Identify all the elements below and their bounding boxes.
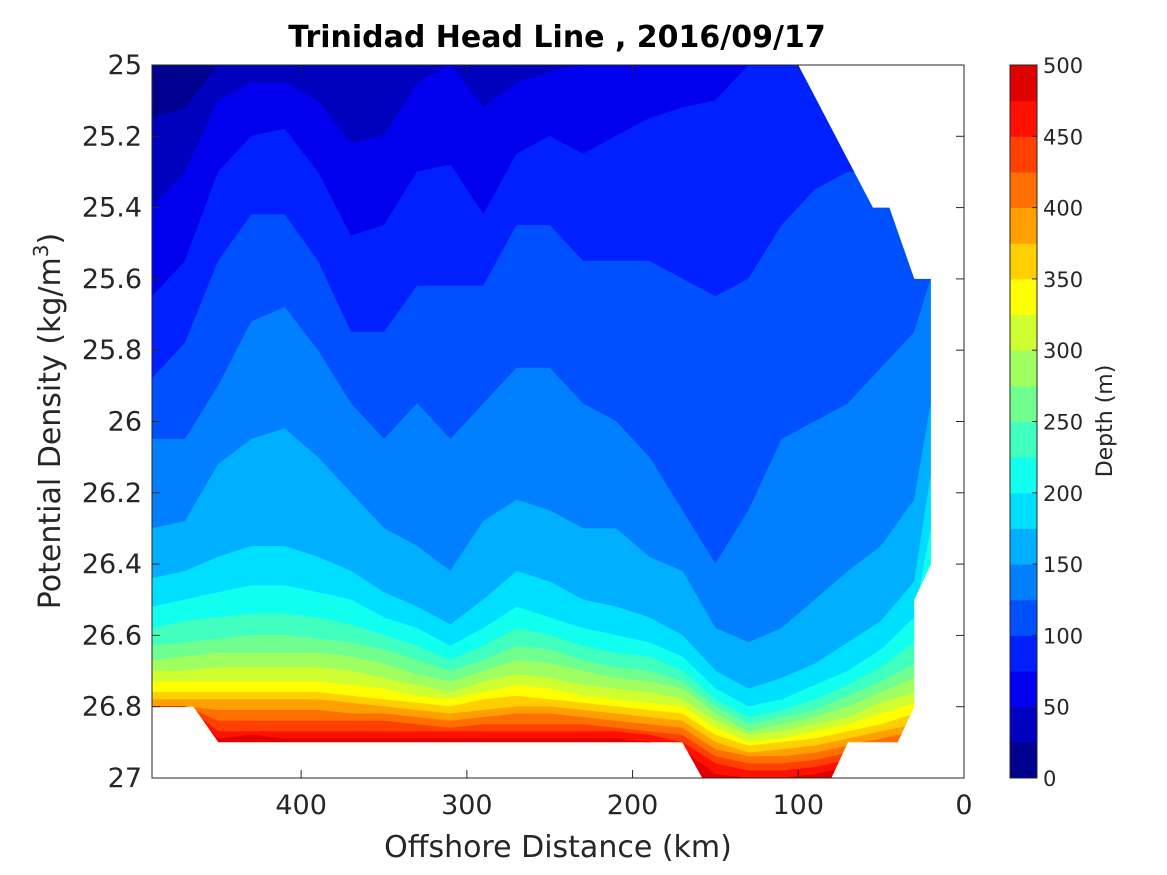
colorbar-swatch xyxy=(1010,457,1037,494)
y-tick-label: 25.2 xyxy=(82,121,142,152)
colorbar-swatch xyxy=(1010,136,1037,173)
x-tick-label: 0 xyxy=(955,790,972,821)
y-axis-label-close: ) xyxy=(33,233,68,245)
colorbar-tick-label: 100 xyxy=(1043,624,1083,648)
y-axis-label-main: Potential Density (kg/m xyxy=(33,257,68,609)
colorbar-tick-label: 200 xyxy=(1043,482,1083,506)
chart-title: Trinidad Head Line , 2016/09/17 xyxy=(288,20,825,55)
y-tick-label: 26.8 xyxy=(82,692,142,723)
y-tick-label: 25.4 xyxy=(82,193,142,224)
x-axis-label: Offshore Distance (km) xyxy=(384,830,732,865)
colorbar-label: Depth (m) xyxy=(1093,365,1118,478)
colorbar-swatch xyxy=(1010,278,1037,316)
colorbar-swatch xyxy=(1010,421,1037,458)
colorbar-tick-label: 450 xyxy=(1043,125,1083,149)
x-tick-label: 400 xyxy=(275,790,327,821)
y-axis-label: Potential Density (kg/m3) xyxy=(29,233,68,609)
colorbar-swatch xyxy=(1010,528,1037,565)
y-tick-label: 26.2 xyxy=(82,478,142,509)
colorbar-tick-label: 50 xyxy=(1043,696,1070,720)
contour-bands xyxy=(152,65,931,778)
colorbar-tick-label: 250 xyxy=(1043,411,1083,435)
colorbar-swatch xyxy=(1010,599,1037,636)
colorbar-swatch xyxy=(1010,207,1037,244)
colorbar-tick-label: 350 xyxy=(1043,268,1083,292)
y-tick-label: 26.6 xyxy=(82,620,142,651)
colorbar-swatch xyxy=(1010,100,1037,137)
colorbar-tick-label: 0 xyxy=(1043,767,1056,791)
y-tick-label: 26 xyxy=(108,407,142,438)
x-tick-label: 200 xyxy=(607,790,659,821)
y-tick-label: 27 xyxy=(108,763,142,794)
colorbar-swatch xyxy=(1010,350,1037,387)
x-tick-label: 300 xyxy=(441,790,493,821)
colorbar-swatch xyxy=(1010,671,1037,708)
y-tick-label: 25.6 xyxy=(82,264,142,295)
colorbar-ticks: 0 50 100 150 200 250 300 350 400 450 500 xyxy=(1032,54,1083,791)
colorbar-swatch xyxy=(1010,385,1037,422)
colorbar-tick-label: 500 xyxy=(1043,54,1083,78)
colorbar-swatch xyxy=(1010,314,1037,351)
y-tick-label: 25 xyxy=(108,50,142,81)
colorbar-tick-label: 300 xyxy=(1043,339,1083,363)
y-axis-label-superscript: 3 xyxy=(29,244,53,257)
colorbar-tick-label: 150 xyxy=(1043,553,1083,577)
colorbar-swatch xyxy=(1010,171,1037,209)
y-tick-label: 26.4 xyxy=(82,549,142,580)
colorbar-swatch xyxy=(1010,243,1037,280)
colorbar-swatch xyxy=(1010,65,1037,102)
colorbar-swatch xyxy=(1010,742,1037,779)
y-axis: 25 25.2 25.4 25.6 25.8 26 26.2 26.4 26.6 26.8 27 xyxy=(82,50,964,794)
x-tick-label: 100 xyxy=(773,790,825,821)
x-axis: 400 300 200 100 0 xyxy=(275,65,973,821)
y-tick-label: 25.8 xyxy=(82,335,142,366)
colorbar-tick-label: 400 xyxy=(1043,197,1083,221)
colorbar-swatch xyxy=(1010,564,1037,601)
colorbar-swatch xyxy=(1010,492,1037,529)
colorbar xyxy=(1010,65,1037,779)
colorbar-swatch xyxy=(1010,635,1037,672)
colorbar-swatch xyxy=(1010,706,1037,743)
